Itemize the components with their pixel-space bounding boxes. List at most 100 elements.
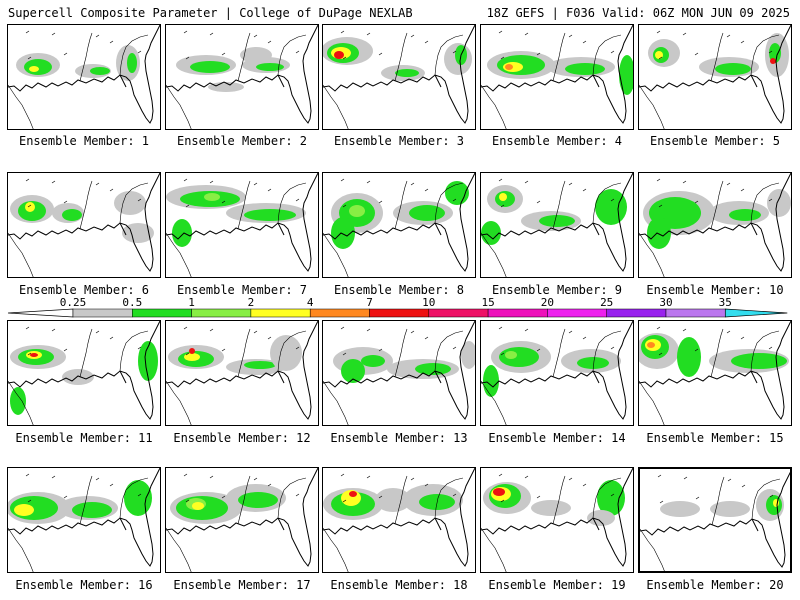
scp-contour-gray — [114, 191, 146, 215]
state-border — [481, 84, 507, 129]
map-marker — [253, 182, 258, 186]
map-plot — [639, 25, 791, 129]
map-marker — [63, 200, 68, 204]
map-marker — [769, 494, 774, 498]
ensemble-panel-10 — [638, 172, 792, 278]
map-plot — [166, 173, 318, 277]
map-marker — [659, 500, 664, 504]
map-marker — [410, 34, 415, 38]
coastline — [481, 25, 633, 124]
state-border — [8, 84, 34, 129]
state-border — [166, 232, 192, 277]
coastline — [277, 370, 285, 384]
ensemble-panel-12 — [165, 320, 319, 426]
map-marker — [185, 56, 190, 60]
scp-contour-red — [770, 58, 776, 64]
map-marker — [726, 182, 731, 186]
map-marker — [568, 182, 573, 186]
map-marker — [340, 30, 345, 34]
map-plot — [8, 173, 160, 277]
map-marker — [682, 32, 687, 36]
scp-contour-green_dark — [62, 209, 82, 221]
ensemble-panel-17 — [165, 467, 319, 573]
scp-contour-green_dark — [677, 337, 701, 377]
map-marker — [582, 483, 587, 487]
scp-contour-green_dark — [124, 480, 152, 516]
scp-contour-green_dark — [715, 63, 751, 75]
map-marker — [51, 32, 56, 36]
scp-contour-yellow — [192, 502, 204, 510]
map-marker — [424, 40, 429, 44]
map-marker — [27, 352, 32, 356]
state-border — [166, 84, 192, 129]
ensemble-panel-1 — [7, 24, 161, 130]
map-plot — [8, 321, 160, 425]
coastline — [639, 173, 791, 272]
state-border — [639, 232, 665, 277]
map-marker — [740, 40, 745, 44]
scp-contour-yellow — [655, 51, 663, 59]
state-border — [481, 380, 507, 425]
ensemble-panel-19 — [480, 467, 634, 573]
map-marker — [109, 336, 114, 340]
map-plot — [323, 25, 475, 129]
state-border — [592, 330, 622, 372]
map-marker — [498, 326, 503, 330]
coastline — [751, 518, 759, 532]
coastline — [119, 74, 127, 88]
colorbar-segment — [72, 308, 133, 318]
map-plot — [639, 321, 791, 425]
coastline — [434, 517, 442, 531]
map-marker — [656, 326, 661, 330]
state-border — [710, 32, 724, 82]
map-marker — [452, 493, 457, 497]
map-marker — [498, 178, 503, 182]
ensemble-member-label: Ensemble Member: 17 — [173, 578, 311, 592]
colorbar-tick-label: 10 — [422, 296, 435, 309]
map-title: Supercell Composite Parameter | College … — [8, 6, 413, 20]
state-border — [710, 328, 724, 378]
ensemble-member-label: Ensemble Member: 20 — [646, 578, 784, 592]
map-marker — [27, 56, 32, 60]
state-border — [640, 528, 665, 571]
colorbar-segment — [665, 308, 726, 318]
scp-contour-gray — [531, 500, 571, 516]
map-marker — [95, 182, 100, 186]
scp-contour-red — [189, 348, 195, 354]
map-marker — [740, 188, 745, 192]
map-marker — [185, 499, 190, 503]
map-marker — [610, 50, 615, 54]
state-border — [323, 84, 349, 129]
map-plot — [481, 321, 633, 425]
ensemble-member-label: Ensemble Member: 16 — [15, 578, 153, 592]
map-plot — [323, 321, 475, 425]
map-plot — [323, 173, 475, 277]
scp-contour-red — [334, 51, 344, 59]
ensemble-panel-2 — [165, 24, 319, 130]
colorbar-tick-label: 20 — [541, 296, 554, 309]
map-marker — [582, 336, 587, 340]
map-marker — [27, 204, 32, 208]
map-marker — [378, 348, 383, 352]
map-marker — [726, 34, 731, 38]
state-border — [394, 180, 408, 230]
map-marker — [410, 330, 415, 334]
state-border — [277, 34, 307, 76]
map-marker — [500, 352, 505, 356]
state-border — [119, 182, 149, 224]
map-marker — [221, 52, 226, 56]
ensemble-member-label: Ensemble Member: 13 — [330, 431, 468, 445]
map-marker — [51, 475, 56, 479]
map-marker — [658, 56, 663, 60]
state-border — [711, 476, 725, 526]
map-marker — [109, 188, 114, 192]
colorbar-tick-label: 0.25 — [60, 296, 87, 309]
scp-contour-green_dark — [619, 55, 633, 95]
scp-contour-yellow — [499, 193, 507, 201]
map-marker — [582, 40, 587, 44]
map-marker — [768, 198, 773, 202]
map-marker — [610, 493, 615, 497]
ensemble-member-label: Ensemble Member: 2 — [176, 134, 308, 148]
scp-contour-green_light — [505, 351, 517, 359]
colorbar-segment — [487, 308, 548, 318]
